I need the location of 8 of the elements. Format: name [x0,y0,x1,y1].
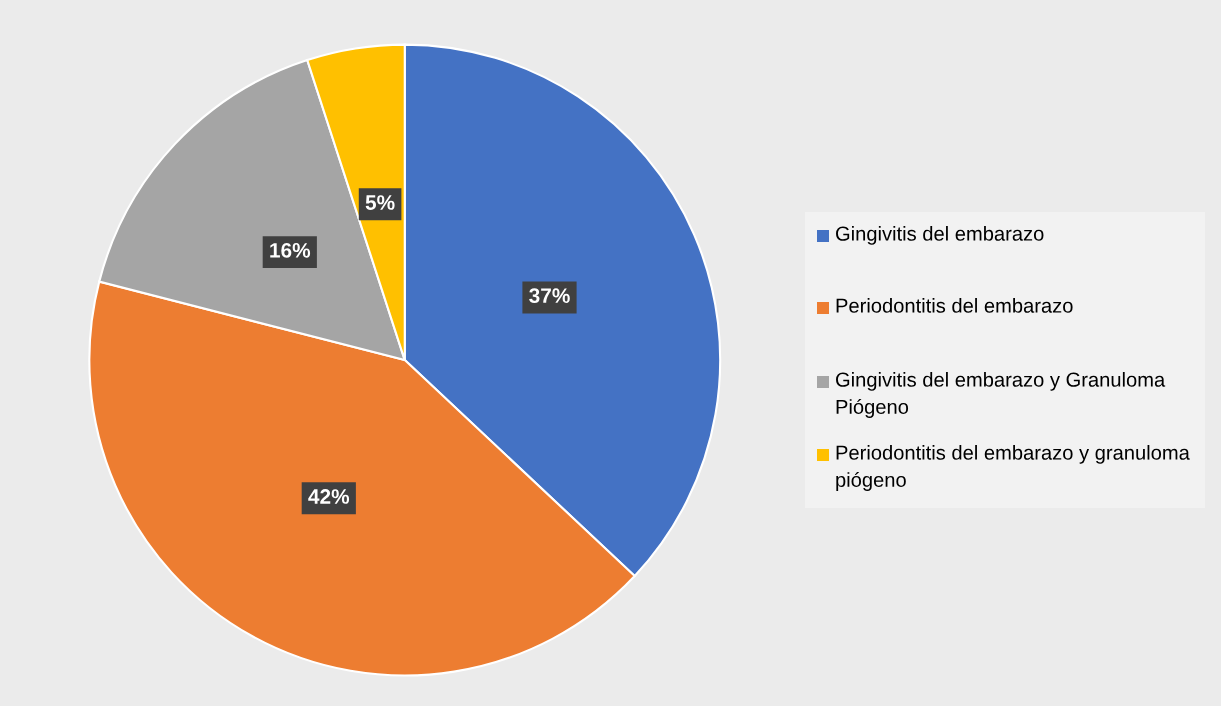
legend-label: Gingivitis del embarazo y Granuloma Piógeno [836,372,1166,418]
legend-label: Gingivitis del embarazo [836,226,1044,245]
data-label: 37% [529,288,570,304]
data-label: 16% [270,242,311,258]
legend-label: Periodontitis del embarazo y granuloma piógeno [836,445,1190,491]
legend-label: Periodontitis del embarazo [836,298,1073,313]
data-label: 42% [308,489,350,504]
data-label: 5% [365,195,395,210]
